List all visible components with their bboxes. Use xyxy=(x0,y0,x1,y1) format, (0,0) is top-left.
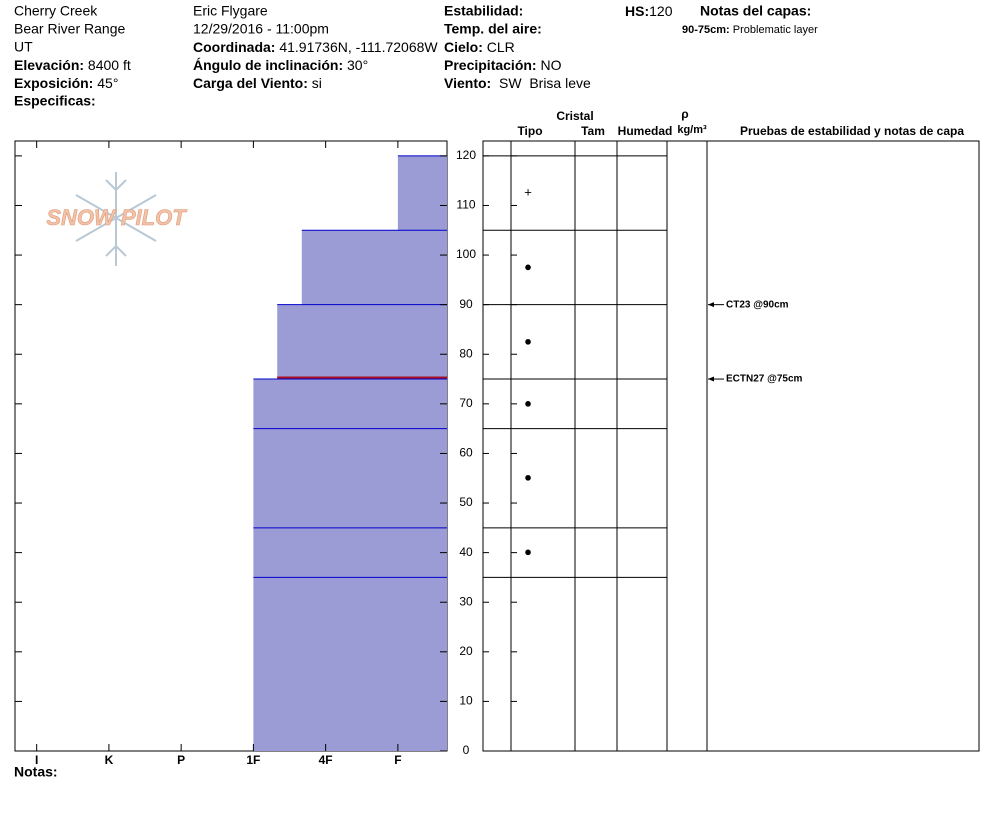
field-label: Carga del Viento: xyxy=(193,75,308,91)
note-range: 90-75cm: xyxy=(682,24,730,36)
x-tick-label: F xyxy=(394,753,401,767)
wind: Viento: SW Brisa leve xyxy=(444,75,591,91)
field-value: 45° xyxy=(97,75,118,91)
y-tick-label: 80 xyxy=(459,346,473,360)
crystal-symbol: ● xyxy=(524,333,532,348)
x-tick-label: I xyxy=(35,753,38,767)
y-tick-label: 60 xyxy=(459,446,473,460)
table-header: Pruebas de estabilidad y notas de capa xyxy=(740,124,964,138)
test-label: ECTN27 @75cm xyxy=(726,374,803,385)
field-label: Exposición: xyxy=(14,75,93,91)
wind-loading: Carga del Viento: si xyxy=(193,75,322,91)
y-tick-label: 90 xyxy=(459,297,473,311)
air-temp: Temp. del aire: xyxy=(444,21,542,37)
specifics: Especificas: xyxy=(14,93,96,109)
crystal-symbol: ● xyxy=(524,395,532,410)
state: UT xyxy=(14,39,33,55)
site: Cherry Creek xyxy=(14,3,98,19)
field-value: si xyxy=(312,75,322,91)
y-tick-label: 70 xyxy=(459,396,473,410)
y-tick-label: 110 xyxy=(456,198,475,212)
aspect: Exposición: 45° xyxy=(14,75,118,91)
notes-label: Notas: xyxy=(14,764,58,780)
hardness-bar xyxy=(277,304,447,380)
table-header: kg/m³ xyxy=(677,124,707,136)
y-tick-label: 10 xyxy=(459,694,473,708)
hardness-bar xyxy=(397,155,447,231)
field-label: Viento: xyxy=(444,75,491,91)
table-frame xyxy=(482,140,980,752)
table-columns xyxy=(510,141,708,751)
y-tick-label: 20 xyxy=(459,644,473,658)
y-tick-label: 50 xyxy=(459,495,473,509)
hardness-bar xyxy=(253,379,447,429)
test-arrowhead xyxy=(708,376,714,382)
coordinates: Coordinada: 41.91736N, -111.72068W xyxy=(193,39,438,55)
x-tick-label: K xyxy=(105,753,114,767)
crystal-symbol: ● xyxy=(524,470,532,485)
field-label: Ángulo de inclinación: xyxy=(193,57,343,73)
note-text: Problematic layer xyxy=(733,24,818,36)
slope: Ángulo de inclinación: 30° xyxy=(193,57,368,73)
x-tick-label: P xyxy=(177,753,185,767)
crystal-symbol: ● xyxy=(524,544,532,559)
field-label: Elevación: xyxy=(14,57,84,73)
hardness-bar xyxy=(253,527,447,578)
test-label: CT23 @90cm xyxy=(726,299,789,310)
hs: HS:120 xyxy=(625,3,673,19)
field-label: HS: xyxy=(625,3,649,19)
field-value: 41.91736N, -111.72068W xyxy=(279,39,438,55)
logo-text: SNOW PILOT xyxy=(46,205,187,230)
range: Bear River Range xyxy=(14,21,125,37)
table-header: Tipo xyxy=(517,124,542,138)
y-tick-label: 30 xyxy=(459,594,473,608)
stability: Estabilidad: xyxy=(444,3,523,19)
sky: Cielo: CLR xyxy=(444,39,515,55)
hardness-bar xyxy=(301,230,447,305)
y-tick-label: 0 xyxy=(463,743,470,757)
field-label: Precipitación: xyxy=(444,57,537,73)
y-tick-label: 100 xyxy=(456,247,476,261)
crystal-symbol: + xyxy=(524,185,532,200)
field-value: 30° xyxy=(347,57,368,73)
logo xyxy=(75,172,157,266)
field-value: 8400 ft xyxy=(88,57,131,73)
x-tick-label: 1F xyxy=(246,753,260,767)
test-arrowhead xyxy=(708,302,714,308)
precip: Precipitación: NO xyxy=(444,57,562,73)
elevation: Elevación: 8400 ft xyxy=(14,57,131,73)
field-value: NO xyxy=(540,57,561,73)
field-value: CLR xyxy=(487,39,515,55)
table-header: ρ xyxy=(681,107,688,121)
layer-note: 90-75cm: Problematic layer xyxy=(682,24,818,36)
table-header: Tam xyxy=(581,124,605,138)
hardness-bar xyxy=(253,428,447,528)
field-label: Cielo: xyxy=(444,39,483,55)
crystal-symbol: ● xyxy=(524,259,532,274)
field-value: SW Brisa leve xyxy=(499,75,591,91)
table-header: Cristal xyxy=(556,109,593,123)
table-header: Humedad xyxy=(618,124,673,138)
x-tick-label: 4F xyxy=(319,753,333,767)
datetime: 12/29/2016 - 11:00pm xyxy=(193,21,329,37)
y-tick-label: 120 xyxy=(456,148,476,162)
y-tick-label: 40 xyxy=(459,545,473,559)
hardness-bar xyxy=(253,577,447,751)
observer: Eric Flygare xyxy=(193,3,268,19)
field-value: 120 xyxy=(649,3,673,19)
field-label: Coordinada: xyxy=(193,39,275,55)
layer-notes-title: Notas del capas: xyxy=(700,3,811,19)
